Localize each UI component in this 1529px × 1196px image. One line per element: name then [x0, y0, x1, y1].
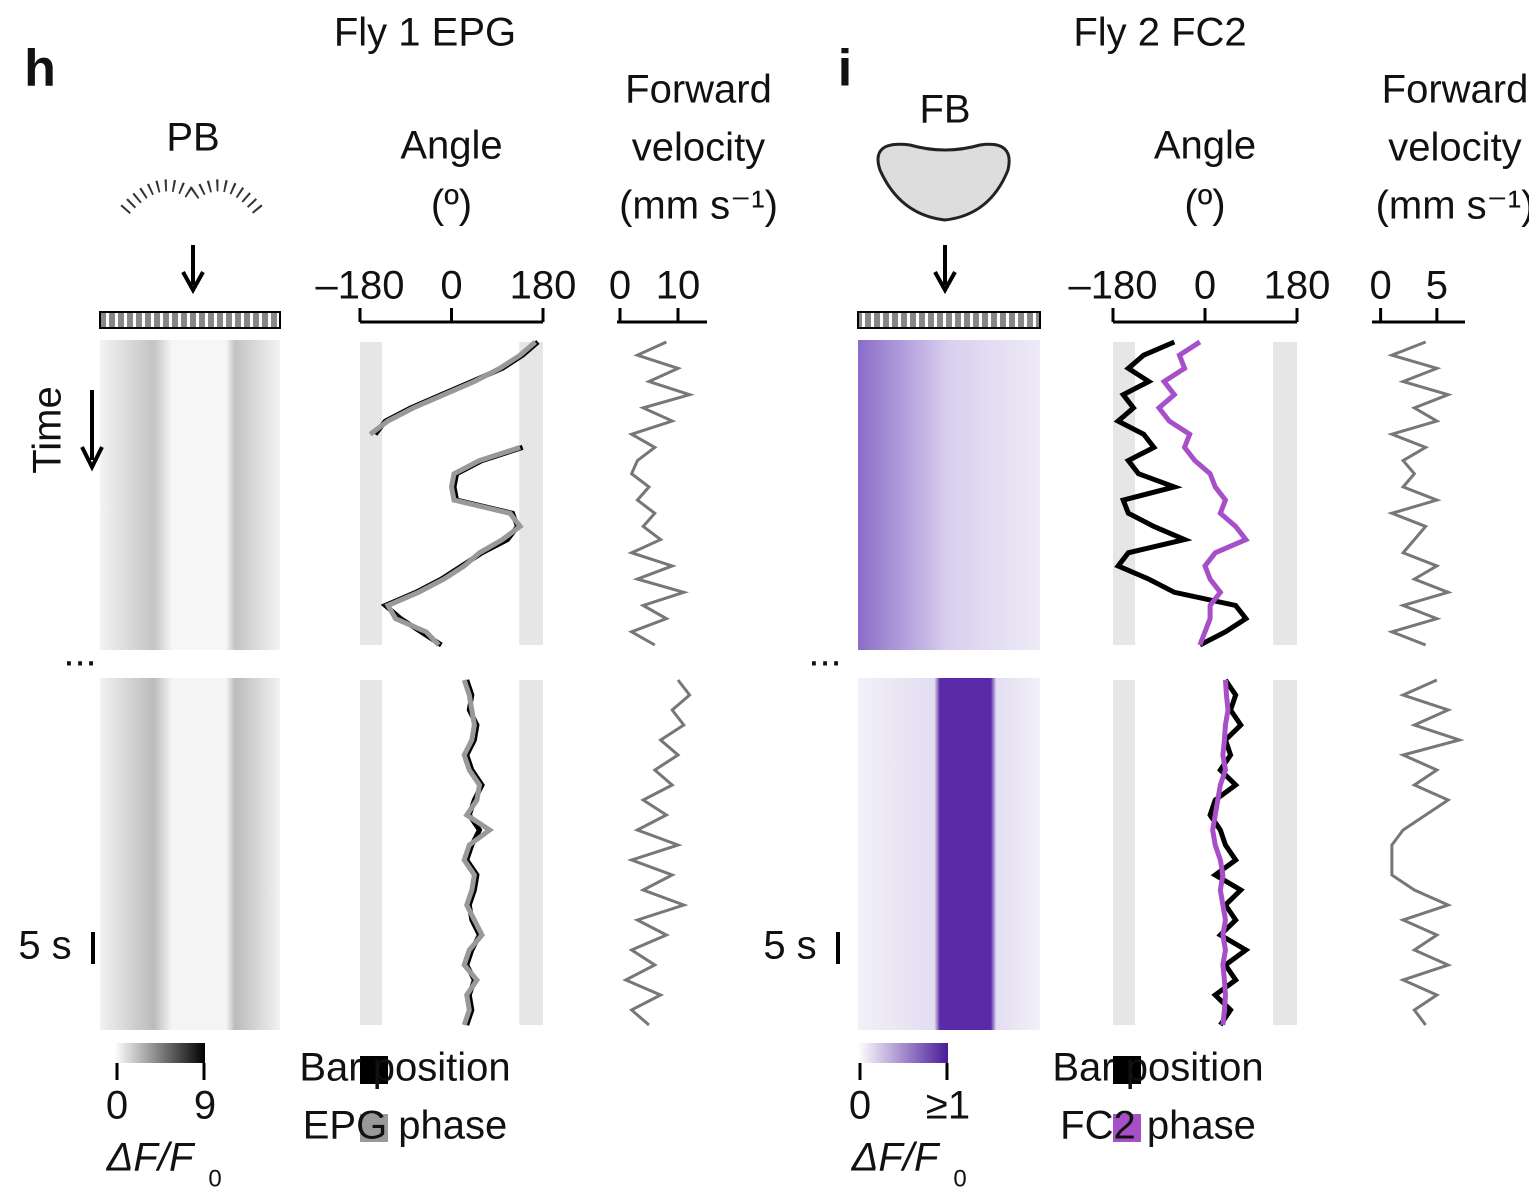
blind-band	[1113, 680, 1136, 1025]
axis-title: velocity	[632, 126, 765, 170]
colorbar	[115, 1043, 205, 1063]
axis-title: Angle	[1154, 124, 1256, 168]
legend-swatch	[1113, 1114, 1141, 1142]
colorbar-ticks	[115, 1063, 206, 1080]
colorbar-sub: 0	[208, 1165, 221, 1192]
colorbar-tick: 9	[194, 1084, 216, 1128]
legend-label: EPG phase	[303, 1104, 508, 1148]
axis-title: velocity	[1388, 126, 1521, 170]
axis-title: Forward	[1382, 68, 1529, 112]
trace	[1113, 339, 1250, 648]
glomeruli	[99, 311, 281, 329]
heatmap	[100, 678, 280, 1030]
region-label: FB	[919, 88, 970, 132]
panel-title: Fly 2 FC2	[1073, 11, 1246, 55]
axis-title: (mm s⁻¹)	[619, 184, 778, 228]
colorbar-label: ΔF/F	[851, 1136, 941, 1180]
legend-label: FC2 phase	[1060, 1104, 1256, 1148]
panel-title: Fly 1 EPG	[334, 11, 516, 55]
scale-bar-label: 5 s	[18, 924, 71, 968]
colorbar	[858, 1043, 948, 1063]
blind-band	[360, 680, 382, 1025]
region-label: PB	[166, 116, 219, 160]
blind-band	[519, 680, 543, 1025]
blind-band	[1113, 342, 1136, 645]
legend-swatch	[360, 1114, 388, 1142]
tick-label: –180	[1069, 264, 1158, 308]
tick-label: 0	[1370, 264, 1392, 308]
blind-band	[360, 342, 382, 645]
panel-label: i	[838, 40, 852, 98]
pb-icon	[120, 179, 263, 215]
arrow	[181, 245, 205, 295]
tick-label: –180	[316, 264, 405, 308]
axis-unit: (º)	[431, 183, 472, 227]
trace	[461, 679, 494, 1026]
colorbar-ticks	[858, 1063, 949, 1080]
tick-label: 180	[1264, 264, 1331, 308]
trace	[1390, 678, 1465, 1026]
trace	[622, 679, 692, 1027]
arrow	[80, 390, 104, 472]
arrow	[933, 245, 957, 295]
ellipsis: ...	[63, 631, 96, 675]
axis-title: Angle	[400, 124, 502, 168]
legend-swatch	[1113, 1056, 1141, 1084]
trace	[1210, 679, 1231, 1026]
legend-label: Bar position	[1052, 1046, 1263, 1090]
axis-title: (mm s⁻¹)	[1376, 184, 1529, 228]
glomeruli	[857, 311, 1041, 329]
axis-unit: (º)	[1184, 183, 1225, 227]
tick-label: 0	[1194, 264, 1216, 308]
trace	[1207, 678, 1251, 1027]
tick-label: 180	[510, 264, 577, 308]
tick-label: 0	[440, 264, 462, 308]
axis-title: Forward	[625, 68, 772, 112]
colorbar-label: ΔF/F	[106, 1136, 196, 1180]
trace	[1387, 340, 1453, 647]
legend-swatch	[360, 1056, 388, 1084]
fb-icon	[876, 142, 1011, 222]
colorbar-tick: ≥1	[926, 1084, 970, 1128]
ellipsis: ...	[808, 631, 841, 675]
trace	[627, 340, 695, 647]
legend-label: Bar position	[299, 1046, 510, 1090]
blind-band	[1273, 342, 1297, 645]
panel-label: h	[24, 40, 56, 98]
trace	[1155, 339, 1250, 646]
heatmap	[858, 678, 1040, 1030]
scale-bar-label: 5 s	[763, 924, 816, 968]
blind-band	[1273, 680, 1297, 1025]
tick-label: 5	[1426, 264, 1448, 308]
colorbar-tick: 0	[849, 1084, 871, 1128]
time-label: Time	[26, 386, 70, 473]
colorbar-tick: 0	[106, 1084, 128, 1128]
colorbar-sub: 0	[953, 1165, 966, 1192]
heatmap	[100, 340, 280, 650]
blind-band	[519, 342, 543, 645]
tick-label: 0	[609, 264, 631, 308]
tick-label: 10	[656, 264, 701, 308]
trace	[368, 340, 538, 647]
heatmap	[858, 340, 1040, 650]
